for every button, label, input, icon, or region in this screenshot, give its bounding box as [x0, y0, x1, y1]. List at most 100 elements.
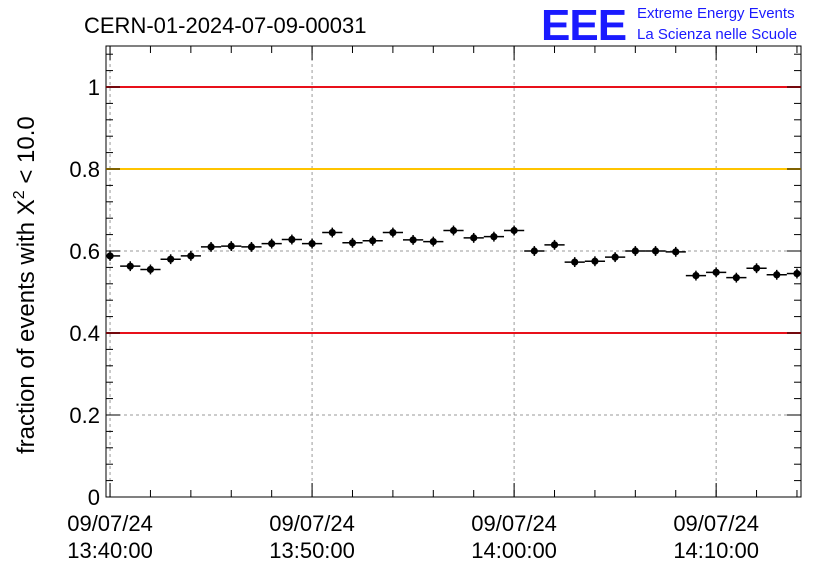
data-point-marker — [591, 257, 599, 265]
y-tick-label: 0.6 — [69, 239, 100, 264]
data-point-marker — [288, 235, 296, 244]
x-tick-date: 09/07/24 — [67, 511, 153, 536]
data-point-marker — [470, 234, 478, 242]
data-point-marker — [106, 252, 114, 260]
data-point-marker — [268, 240, 276, 248]
data-point-marker — [409, 236, 417, 244]
y-tick-label: 1 — [88, 75, 100, 100]
logo-line-2: La Scienza nelle Scuole — [637, 26, 797, 43]
data-point — [180, 251, 201, 261]
x-tick-time: 14:10:00 — [673, 538, 759, 563]
data-point — [665, 246, 686, 257]
logo-line-1: Extreme Energy Events — [637, 5, 795, 22]
data-point-marker — [207, 243, 215, 251]
x-tick-date: 09/07/24 — [673, 511, 759, 536]
data-point-marker — [571, 258, 579, 266]
logo-letters: EEE — [541, 1, 626, 50]
data-point — [726, 272, 747, 283]
data-point-marker — [672, 248, 680, 256]
y-axis-label: fraction of events with X2 < 10.0 — [11, 116, 40, 454]
data-point-marker — [732, 274, 740, 282]
y-tick-label: 0.4 — [69, 321, 100, 346]
y-axis-label-main: fraction of events with X — [13, 199, 40, 454]
data-point — [645, 246, 666, 256]
y-axis-label-tail: < 10.0 — [13, 116, 40, 190]
data-point — [564, 257, 585, 267]
y-tick-label: 0.8 — [69, 157, 100, 182]
data-point-marker — [449, 226, 458, 235]
data-point — [483, 231, 505, 242]
x-tick-time: 13:40:00 — [67, 538, 153, 563]
data-point — [786, 268, 801, 279]
data-point — [463, 232, 484, 243]
data-point — [544, 239, 565, 250]
data-point-marker — [692, 272, 700, 280]
data-point-marker — [530, 247, 538, 255]
data-point-marker — [308, 240, 316, 248]
data-point — [322, 227, 343, 238]
data-point-marker — [126, 262, 134, 270]
grid-lines — [106, 46, 801, 497]
y-axis-label-superscript: 2 — [11, 190, 28, 199]
eee-logo: EEE Extreme Energy Events La Scienza nel… — [541, 1, 797, 50]
data-point — [584, 256, 606, 267]
data-points — [106, 225, 801, 283]
x-tick-date: 09/07/24 — [269, 511, 355, 536]
plot-frame — [105, 45, 802, 498]
data-point-marker — [328, 228, 336, 237]
data-point — [443, 225, 464, 236]
data-point-marker — [429, 237, 437, 246]
x-tick-date: 09/07/24 — [471, 511, 557, 536]
data-point — [301, 238, 323, 249]
data-point — [605, 252, 626, 263]
data-point — [241, 241, 262, 252]
data-point — [766, 269, 787, 280]
data-point — [625, 246, 646, 256]
y-tick-labels: 0 0.2 0.4 0.6 0.8 1 — [69, 75, 100, 510]
data-point-marker — [247, 243, 256, 251]
data-point-marker — [187, 252, 195, 260]
x-tick-time: 14:00:00 — [471, 538, 557, 563]
data-point — [524, 246, 545, 256]
data-point-marker — [752, 264, 761, 272]
data-point — [261, 238, 282, 249]
chart-title: CERN-01-2024-07-09-00031 — [84, 13, 367, 38]
data-point — [685, 270, 707, 281]
x-tick-time: 13:50:00 — [269, 538, 355, 563]
data-point-marker — [167, 255, 175, 263]
data-point — [423, 236, 444, 247]
x-tick-labels: 09/07/2413:40:0009/07/2413:50:0009/07/24… — [67, 511, 759, 563]
data-point — [504, 225, 525, 236]
data-point — [160, 254, 181, 265]
data-point — [221, 241, 242, 251]
y-tick-label: 0.2 — [69, 403, 100, 428]
data-point — [200, 241, 222, 252]
data-point-marker — [550, 241, 559, 249]
data-point — [382, 227, 403, 238]
data-point-marker — [490, 233, 498, 241]
data-point-marker — [712, 268, 720, 276]
data-point — [706, 267, 727, 278]
data-point-marker — [651, 247, 660, 255]
data-point-marker — [348, 239, 357, 247]
data-point-marker — [389, 228, 397, 237]
data-point — [120, 261, 141, 272]
data-point — [281, 234, 302, 245]
axis-ticks — [106, 46, 801, 498]
data-point-marker — [773, 271, 781, 279]
reference-lines — [106, 86, 801, 334]
data-point-marker — [227, 242, 235, 250]
data-point-marker — [369, 237, 377, 245]
y-tick-label: 0 — [88, 485, 100, 510]
data-point-marker — [510, 226, 518, 235]
data-point — [342, 237, 363, 248]
data-point-marker — [611, 253, 619, 261]
data-point-marker — [631, 247, 639, 255]
data-point — [362, 235, 383, 246]
data-point — [402, 235, 424, 245]
data-point — [140, 264, 161, 275]
data-point — [106, 251, 121, 261]
data-point — [746, 263, 767, 274]
data-point-marker — [793, 269, 801, 278]
